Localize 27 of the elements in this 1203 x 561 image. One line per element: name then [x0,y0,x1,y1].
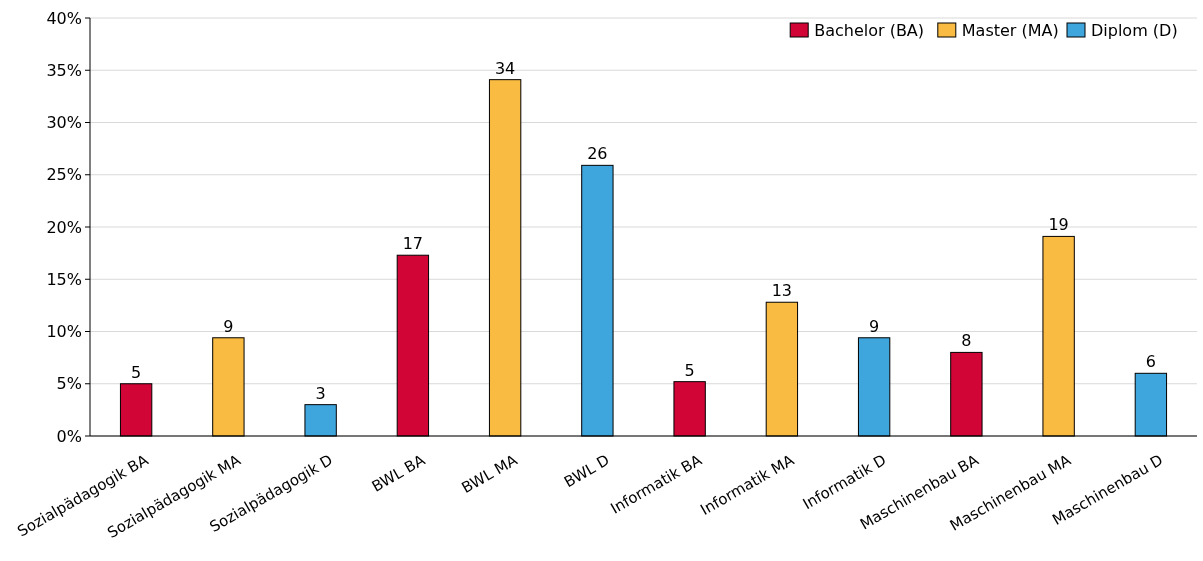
y-tick-label: 40% [46,8,82,28]
data-label: 6 [1145,352,1156,372]
data-label: 34 [494,58,516,78]
y-tick-label: 20% [46,217,82,237]
y-tick-label: 0% [56,426,82,446]
x-tick-label: BWL MA [458,450,522,498]
legend-label: Master (MA) [961,20,1059,40]
legend-label: Diplom (D) [1091,20,1178,40]
y-tick-label: 5% [56,374,82,394]
y-tick-label: 25% [46,165,82,185]
data-label: 19 [1048,215,1069,235]
data-label: 8 [961,331,972,351]
x-tick-label: BWL D [560,450,613,492]
data-label: 26 [587,144,608,164]
data-label: 9 [223,316,234,336]
y-tick-label: 30% [46,113,82,133]
data-label: 5 [684,360,695,380]
data-label: 9 [869,316,880,336]
data-label: 5 [131,362,142,382]
y-tick-label: 10% [46,322,82,342]
y-tick-label: 15% [46,269,82,289]
data-label: 17 [402,234,424,254]
x-tick-label: BWL BA [368,450,429,496]
data-label: 3 [315,383,326,403]
data-label: 13 [771,281,793,301]
y-tick-label: 35% [46,60,82,80]
legend-label: Bachelor (BA) [814,20,925,40]
